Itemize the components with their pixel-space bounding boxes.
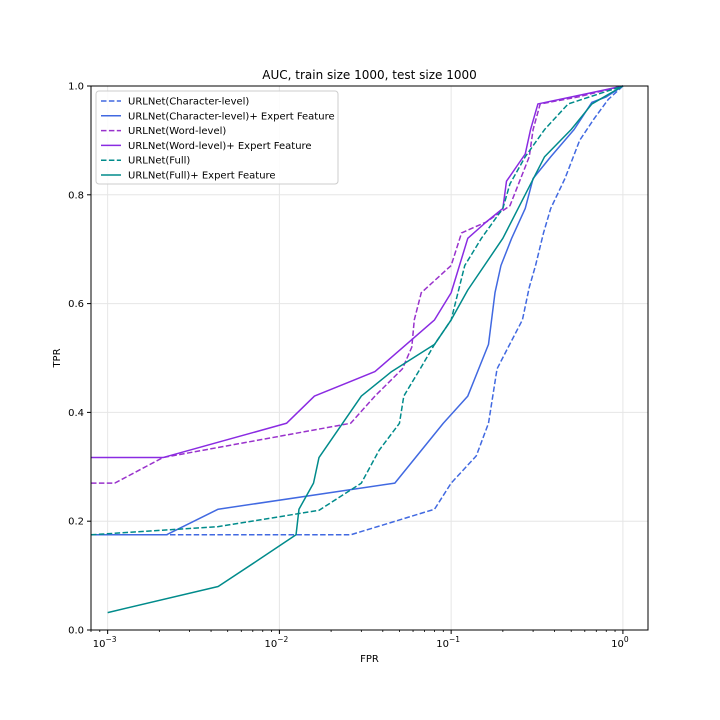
legend-label: URLNet(Full) <box>128 156 190 167</box>
legend: URLNet(Character-level) URLNet(Character-… <box>95 90 339 185</box>
series-line-6 <box>107 85 624 614</box>
series-line-3 <box>91 85 624 484</box>
x-tick-label: 100 <box>611 635 629 650</box>
legend-box <box>95 90 339 185</box>
y-axis-label: TPR <box>52 348 63 368</box>
legend-label: URLNet(Word-level)+ Expert Feature <box>128 141 312 152</box>
y-tick-label: 0.0 <box>68 626 84 637</box>
series-line-1 <box>91 85 624 536</box>
legend-label: URLNet(Character-level) <box>128 97 249 108</box>
series-line-2 <box>91 85 624 536</box>
y-tick-label: 1.0 <box>68 82 84 93</box>
x-tick-label: 10−1 <box>436 635 460 650</box>
y-tick-label: 0.2 <box>68 517 84 528</box>
series-line-4 <box>91 85 624 459</box>
legend-label: URLNet(Word-level) <box>128 126 226 137</box>
x-tick-label: 10−3 <box>93 635 117 650</box>
plot-frame <box>90 85 649 631</box>
legend-label: URLNet(Full)+ Expert Feature <box>128 171 276 182</box>
axis-ticks: 0.0 0.2 0.4 0.6 0.8 1.0 10−3 10−2 10−1 100 <box>68 82 629 651</box>
series-layer <box>90 85 624 614</box>
y-tick-label: 0.6 <box>68 299 84 310</box>
legend-label: URLNet(Character-level)+ Expert Feature <box>128 111 335 122</box>
y-tick-label: 0.4 <box>68 408 84 419</box>
x-axis-label: FPR <box>360 654 379 665</box>
chart-title: AUC, train size 1000, test size 1000 <box>262 68 476 82</box>
y-tick-label: 0.8 <box>68 190 84 201</box>
x-tick-label: 10−2 <box>264 635 288 650</box>
